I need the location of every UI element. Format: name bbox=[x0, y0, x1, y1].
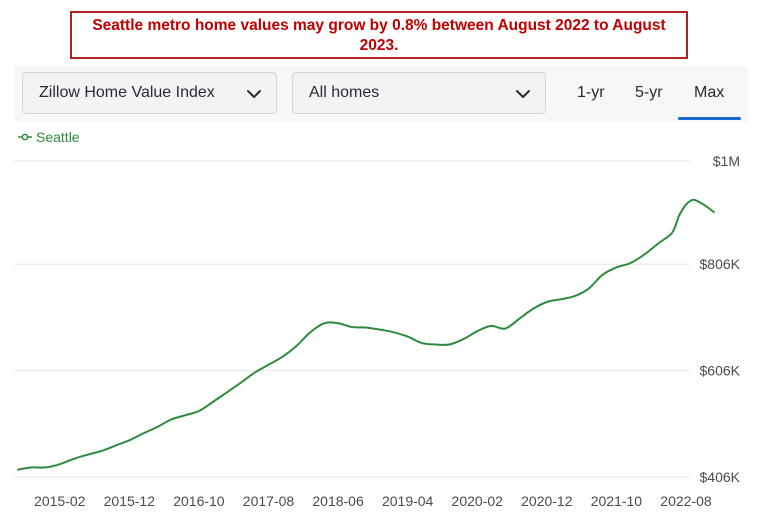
legend-line-marker-icon bbox=[18, 133, 32, 141]
home-type-dropdown[interactable]: All homes bbox=[292, 72, 546, 114]
selected-tab-indicator bbox=[678, 117, 741, 120]
chevron-down-icon bbox=[516, 90, 530, 98]
x-tick-label: 2017-08 bbox=[243, 493, 295, 509]
tab-1-yr[interactable]: 1-yr bbox=[577, 84, 605, 101]
x-tick-label: 2021-10 bbox=[591, 493, 643, 509]
y-tick-label: $806K bbox=[700, 256, 741, 272]
y-tick-label: $1M bbox=[713, 153, 740, 169]
series-line-seattle bbox=[17, 198, 715, 471]
x-tick-label: 2016-10 bbox=[173, 493, 225, 509]
chevron-down-icon bbox=[247, 90, 261, 98]
y-tick-label: $606K bbox=[700, 363, 741, 379]
x-tick-label: 2015-12 bbox=[104, 493, 156, 509]
x-tick-label: 2020-02 bbox=[452, 493, 504, 509]
x-tick-label: 2015-02 bbox=[34, 493, 86, 509]
tab-5-yr[interactable]: 5-yr bbox=[635, 84, 663, 101]
chart-toolbar: Zillow Home Value Index All homes 1-yr 5… bbox=[14, 66, 748, 122]
x-tick-label: 2018-06 bbox=[312, 493, 364, 509]
x-tick-label: 2019-04 bbox=[382, 493, 434, 509]
index-type-label: Zillow Home Value Index bbox=[39, 84, 215, 101]
x-tick-label: 2020-12 bbox=[521, 493, 573, 509]
index-type-dropdown[interactable]: Zillow Home Value Index bbox=[22, 72, 277, 114]
forecast-headline: Seattle metro home values may grow by 0.… bbox=[70, 11, 688, 59]
chart-legend[interactable]: Seattle bbox=[18, 129, 80, 145]
x-tick-label: 2022-08 bbox=[660, 493, 712, 509]
home-type-label: All homes bbox=[309, 84, 380, 101]
y-tick-label: $406K bbox=[700, 469, 741, 485]
tab-max[interactable]: Max bbox=[694, 84, 725, 101]
legend-label-seattle: Seattle bbox=[36, 129, 80, 145]
